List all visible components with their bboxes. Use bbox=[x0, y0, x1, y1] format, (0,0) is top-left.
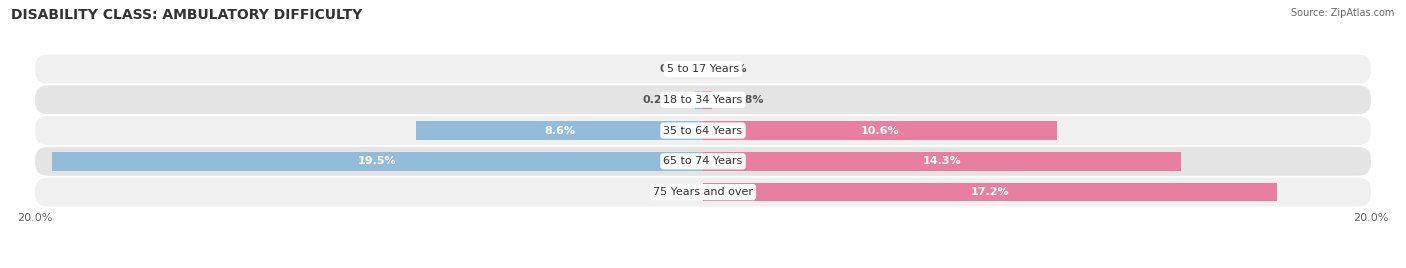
FancyBboxPatch shape bbox=[35, 178, 1371, 207]
Text: 18 to 34 Years: 18 to 34 Years bbox=[664, 95, 742, 105]
FancyBboxPatch shape bbox=[35, 116, 1371, 145]
Bar bbox=[695, 91, 703, 109]
Bar bbox=[416, 121, 703, 140]
Text: 65 to 74 Years: 65 to 74 Years bbox=[664, 156, 742, 166]
Text: 14.3%: 14.3% bbox=[922, 156, 962, 166]
Bar bbox=[703, 91, 713, 109]
Text: 0.28%: 0.28% bbox=[725, 95, 765, 105]
Text: 0.25%: 0.25% bbox=[643, 95, 682, 105]
FancyBboxPatch shape bbox=[35, 147, 1371, 176]
Text: DISABILITY CLASS: AMBULATORY DIFFICULTY: DISABILITY CLASS: AMBULATORY DIFFICULTY bbox=[11, 8, 363, 22]
Text: 0.0%: 0.0% bbox=[716, 64, 747, 74]
Bar bbox=[703, 121, 1057, 140]
Text: 5 to 17 Years: 5 to 17 Years bbox=[666, 64, 740, 74]
Bar bbox=[703, 183, 1277, 201]
Text: 10.6%: 10.6% bbox=[860, 125, 900, 136]
Text: 75 Years and over: 75 Years and over bbox=[652, 187, 754, 197]
Text: 19.5%: 19.5% bbox=[359, 156, 396, 166]
FancyBboxPatch shape bbox=[35, 54, 1371, 83]
Text: 8.6%: 8.6% bbox=[544, 125, 575, 136]
Text: Source: ZipAtlas.com: Source: ZipAtlas.com bbox=[1291, 8, 1395, 18]
FancyBboxPatch shape bbox=[35, 85, 1371, 114]
Text: 0.0%: 0.0% bbox=[659, 64, 689, 74]
Bar bbox=[703, 152, 1181, 170]
Text: 35 to 64 Years: 35 to 64 Years bbox=[664, 125, 742, 136]
Bar bbox=[52, 152, 703, 170]
Text: 0.0%: 0.0% bbox=[659, 187, 689, 197]
Text: 17.2%: 17.2% bbox=[972, 187, 1010, 197]
